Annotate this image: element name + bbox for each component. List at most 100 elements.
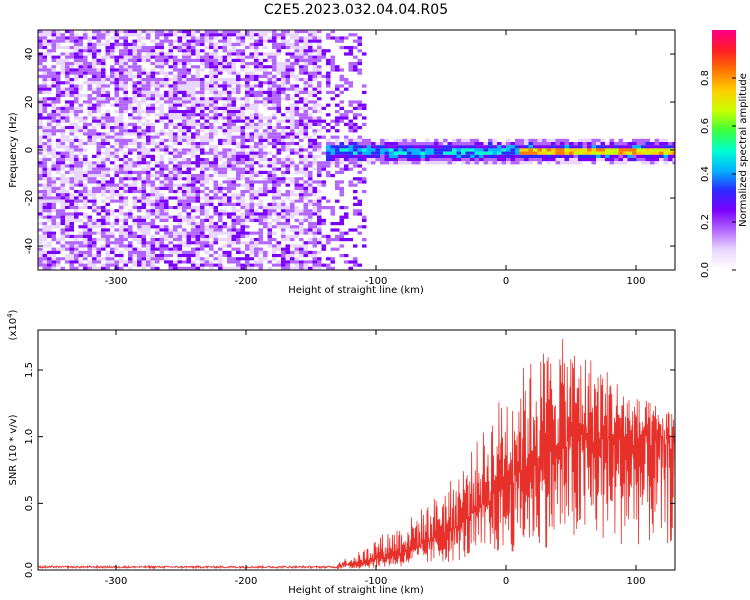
spectrogram-cell (191, 234, 196, 238)
spectrogram-cell (204, 46, 209, 50)
spectrogram-cell (110, 90, 115, 94)
spectrogram-cell (222, 148, 227, 152)
spectrogram-cell (191, 129, 196, 133)
spectrogram-cell (236, 190, 241, 194)
spectrogram-cell (272, 225, 277, 229)
spectrogram-cell (69, 151, 74, 155)
spectrogram-cell (276, 225, 281, 229)
spectrogram-cell (182, 241, 187, 245)
spectrogram-cell (141, 84, 146, 88)
spectrogram-cell (137, 148, 142, 152)
spectrogram-cell (285, 87, 290, 91)
spectrogram-cell (65, 196, 70, 200)
spectrogram-cell (254, 247, 259, 251)
spectrogram-cell (119, 164, 124, 168)
spectrogram-cell (227, 241, 232, 245)
spectrogram-cell (263, 161, 268, 165)
spectrogram-cell (150, 186, 155, 190)
spectrogram-cell (195, 100, 200, 104)
spectrogram-cell (326, 142, 331, 146)
spectrogram-cell (47, 180, 52, 184)
spectrogram-cell (348, 49, 353, 53)
spectrogram-cell (312, 263, 317, 267)
spectrogram-cell (150, 218, 155, 222)
spectrogram-cell (150, 81, 155, 85)
spectrogram-cell (263, 39, 268, 43)
spectrogram-cell (330, 228, 335, 232)
spectrogram-cell (137, 135, 142, 139)
spectrogram-cell (281, 228, 286, 232)
spectrogram-cell (276, 78, 281, 82)
spectrogram-cell (186, 100, 191, 104)
spectrogram-cell (56, 167, 61, 171)
spectrogram-cell (339, 206, 344, 210)
spectrogram-cell (236, 113, 241, 117)
spectrogram-cell (303, 122, 308, 126)
spectrogram-cell (47, 196, 52, 200)
spectrogram-cell (74, 158, 79, 162)
spectrogram-cell (249, 106, 254, 110)
spectrogram-cell (285, 49, 290, 53)
spectrogram-cell (249, 84, 254, 88)
spectrogram-cell (263, 55, 268, 59)
spectrogram-cell (96, 68, 101, 72)
spectrogram-cell (186, 97, 191, 101)
spectrogram-cell (38, 36, 43, 40)
spectrogram-cell (42, 33, 47, 37)
spectrogram-cell (294, 222, 299, 226)
spectrogram-cell (69, 263, 74, 267)
spectrogram-cell (272, 36, 277, 40)
spectrogram-cell (267, 244, 272, 248)
spectrogram-cell (51, 190, 56, 194)
spectrogram-cell (281, 161, 286, 165)
spectrogram-cell (60, 132, 65, 136)
spectrogram-cell (240, 154, 245, 158)
spectrogram-cell (254, 218, 259, 222)
spectrogram-cell (146, 126, 151, 130)
spectrogram-cell (276, 190, 281, 194)
spectrogram-cell (110, 228, 115, 232)
spectrogram-cell (60, 49, 65, 53)
spectrogram-cell (96, 218, 101, 222)
spectrogram-cell (168, 65, 173, 69)
spectrogram-cell (200, 231, 205, 235)
spectrogram-cell (155, 122, 160, 126)
spectrogram-cell (195, 46, 200, 50)
spectrogram-cell (308, 250, 313, 254)
spectrogram-cell (42, 209, 47, 213)
spectrogram-cell (267, 174, 272, 178)
spectrogram-cell (155, 52, 160, 56)
spectrogram-cell (236, 116, 241, 120)
spectrogram-cell (110, 39, 115, 43)
spectrogram-cell (308, 58, 313, 62)
spectrogram-cell (96, 190, 101, 194)
spectrogram-cell (236, 170, 241, 174)
spectrogram-cell (69, 238, 74, 242)
spectrogram-cell (146, 196, 151, 200)
spectrogram-cell (92, 52, 97, 56)
spectrogram-cell (200, 39, 205, 43)
spectrogram-cell (254, 209, 259, 213)
spectrogram-cell (195, 129, 200, 133)
spectrogram-cell (110, 151, 115, 155)
spectrogram-cell (258, 254, 263, 258)
spectrogram-cell (330, 142, 335, 146)
spectrogram-cell (105, 250, 110, 254)
spectrogram-cell (258, 266, 263, 270)
spectrogram-cell (290, 234, 295, 238)
spectrogram-cell (78, 55, 83, 59)
spectrogram-cell (146, 42, 151, 46)
spectrogram-cell (42, 247, 47, 251)
spectrogram-cell (141, 49, 146, 53)
spectrogram-cell (177, 222, 182, 226)
spectrogram-cell (119, 254, 124, 258)
spectrogram-cell (263, 106, 268, 110)
spectrogram-cell (87, 52, 92, 56)
spectrogram-cell (272, 116, 277, 120)
spectrogram-cell (330, 247, 335, 251)
spectrogram-cell (65, 154, 70, 158)
spectrogram-cell (281, 33, 286, 37)
spectrogram-cell (137, 228, 142, 232)
spectrogram-cell (60, 180, 65, 184)
spectrogram-cell (128, 180, 133, 184)
